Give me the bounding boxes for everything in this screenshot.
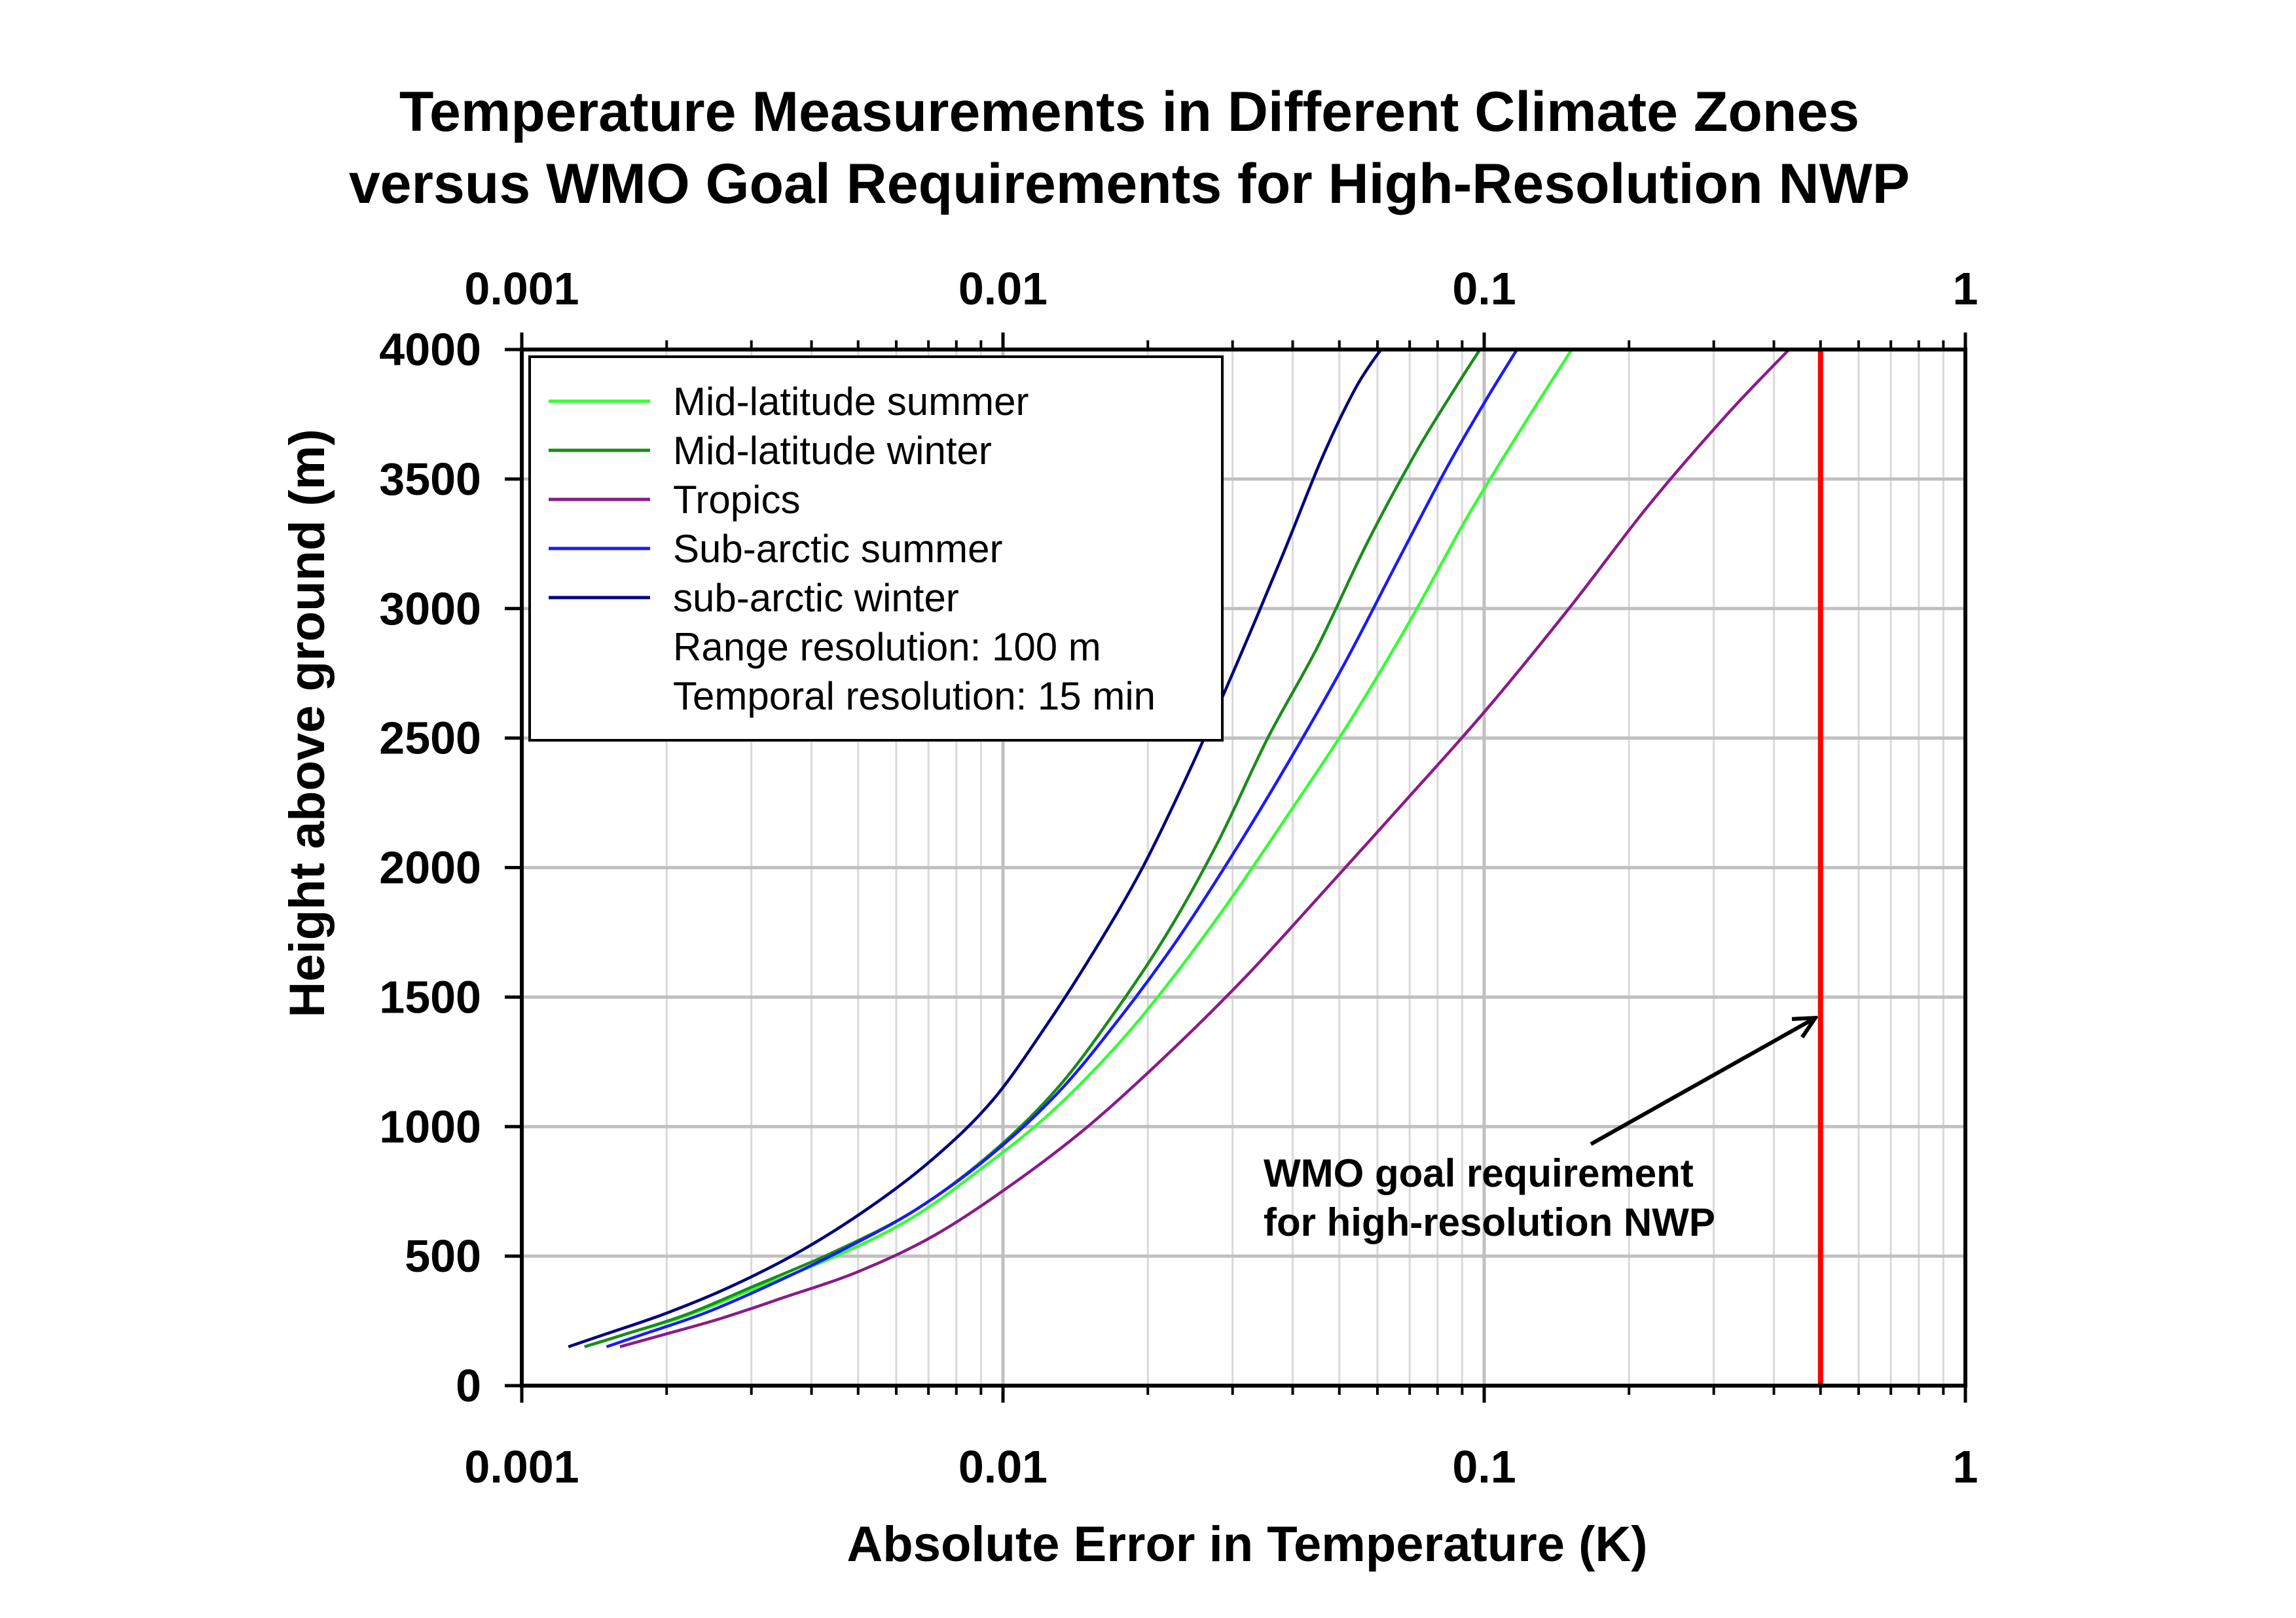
annotation-line-2: for high-resolution NWP [1264, 1200, 1715, 1244]
x-top-tick-label: 0.001 [464, 263, 579, 314]
annotation-line-1: WMO goal requirement [1264, 1151, 1694, 1195]
x-axis-label: Absolute Error in Temperature (K) [847, 1517, 1647, 1572]
y-axis-label: Height above ground (m) [280, 429, 335, 1017]
x-top-tick-label: 1 [1953, 263, 1978, 314]
legend-note: Temporal resolution: 15 min [673, 674, 1156, 718]
x-tick-label: 0.1 [1452, 1441, 1516, 1492]
wmo-annotation: WMO goal requirement for high-resolution… [1264, 1018, 1815, 1244]
y-tick-label: 1000 [379, 1101, 481, 1152]
x-tick-label: 0.01 [958, 1441, 1048, 1492]
chart-title: Temperature Measurements in Different Cl… [349, 81, 1910, 215]
y-tick-label: 0 [456, 1360, 481, 1411]
chart-title-line-2: versus WMO Goal Requirements for High-Re… [349, 153, 1910, 215]
legend: Mid-latitude summer Mid-latitude winter Tr… [528, 355, 1224, 742]
y-tick-label: 1500 [379, 971, 481, 1022]
series-line-3 [606, 348, 1519, 1348]
y-tick-label: 500 [405, 1231, 481, 1282]
y-tick-label: 3500 [379, 454, 481, 505]
x-top-tick-label: 0.01 [958, 263, 1048, 314]
legend-label: Mid-latitude winter [673, 429, 992, 473]
series-line-1 [584, 348, 1482, 1348]
legend-label: sub-arctic winter [673, 576, 959, 620]
x-tick-label: 0.001 [464, 1441, 579, 1492]
y-tick-label: 2000 [379, 842, 481, 893]
y-tick-label: 3000 [379, 583, 481, 634]
chart-title-line-1: Temperature Measurements in Different Cl… [399, 81, 1859, 143]
legend-label: Tropics [673, 478, 800, 522]
legend-note: Range resolution: 100 m [673, 625, 1101, 669]
series-line-0 [584, 348, 1573, 1348]
y-tick-label: 2500 [379, 713, 481, 764]
annotation-arrow [1590, 1018, 1815, 1146]
x-tick-label: 1 [1953, 1441, 1978, 1492]
legend-label: Mid-latitude summer [673, 380, 1029, 423]
series-lines [568, 348, 1791, 1348]
y-tick-label: 4000 [379, 324, 481, 375]
series-line-4 [568, 348, 1383, 1348]
series-line-2 [619, 348, 1791, 1348]
axis-tick-labels: 0.001 0.001 0.01 0.01 0.1 0.1 1 1 0 500 1000 1500 20… [379, 263, 1978, 1492]
axis-ticks [505, 333, 1967, 1403]
x-top-tick-label: 0.1 [1452, 263, 1516, 314]
legend-label: Sub-arctic summer [673, 527, 1002, 571]
